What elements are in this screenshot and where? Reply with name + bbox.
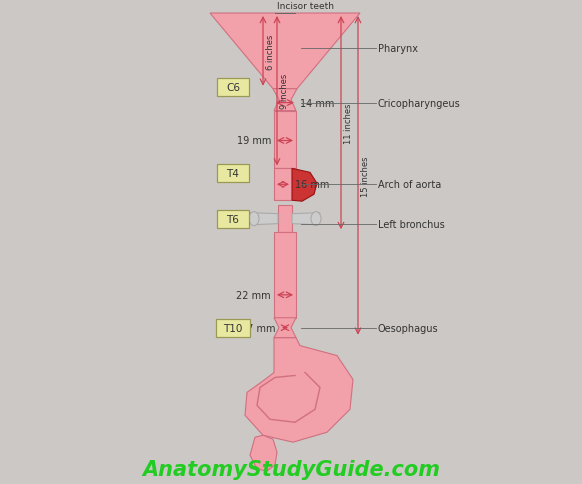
Text: AnatomyStudyGuide.com: AnatomyStudyGuide.com [142,459,440,479]
Ellipse shape [249,212,259,226]
Polygon shape [292,213,320,225]
Text: Arch of aorta: Arch of aorta [378,180,441,190]
Text: 16 mm: 16 mm [295,180,329,190]
Text: T10: T10 [223,323,243,333]
Polygon shape [274,169,292,201]
Text: 14 mm: 14 mm [300,98,335,108]
Ellipse shape [311,212,321,226]
Polygon shape [274,111,296,169]
Text: Oesophagus: Oesophagus [378,323,439,333]
FancyBboxPatch shape [217,78,249,96]
FancyBboxPatch shape [216,319,250,337]
FancyBboxPatch shape [217,210,249,228]
Text: 15 inches: 15 inches [361,156,370,196]
Polygon shape [274,233,296,318]
Polygon shape [274,318,296,338]
Text: Cricopharyngeus: Cricopharyngeus [378,98,461,108]
Text: 11 inches: 11 inches [344,103,353,143]
Text: 17 mm: 17 mm [242,323,276,333]
Text: 19 mm: 19 mm [237,136,271,146]
Text: T4: T4 [226,169,239,179]
Text: Incisor teeth: Incisor teeth [277,2,334,11]
Polygon shape [292,169,317,202]
Text: Left bronchus: Left bronchus [378,219,445,229]
Polygon shape [278,206,292,233]
Polygon shape [245,338,353,442]
FancyBboxPatch shape [217,165,249,183]
Polygon shape [250,435,277,471]
Text: 6 inches: 6 inches [266,34,275,69]
Text: 22 mm: 22 mm [236,290,271,300]
Polygon shape [250,213,278,225]
Text: C6: C6 [226,83,240,92]
Text: 9 inches: 9 inches [280,74,289,109]
Polygon shape [210,14,360,90]
Text: T6: T6 [226,214,239,224]
Polygon shape [273,90,297,111]
Text: Pharynx: Pharynx [378,44,418,54]
